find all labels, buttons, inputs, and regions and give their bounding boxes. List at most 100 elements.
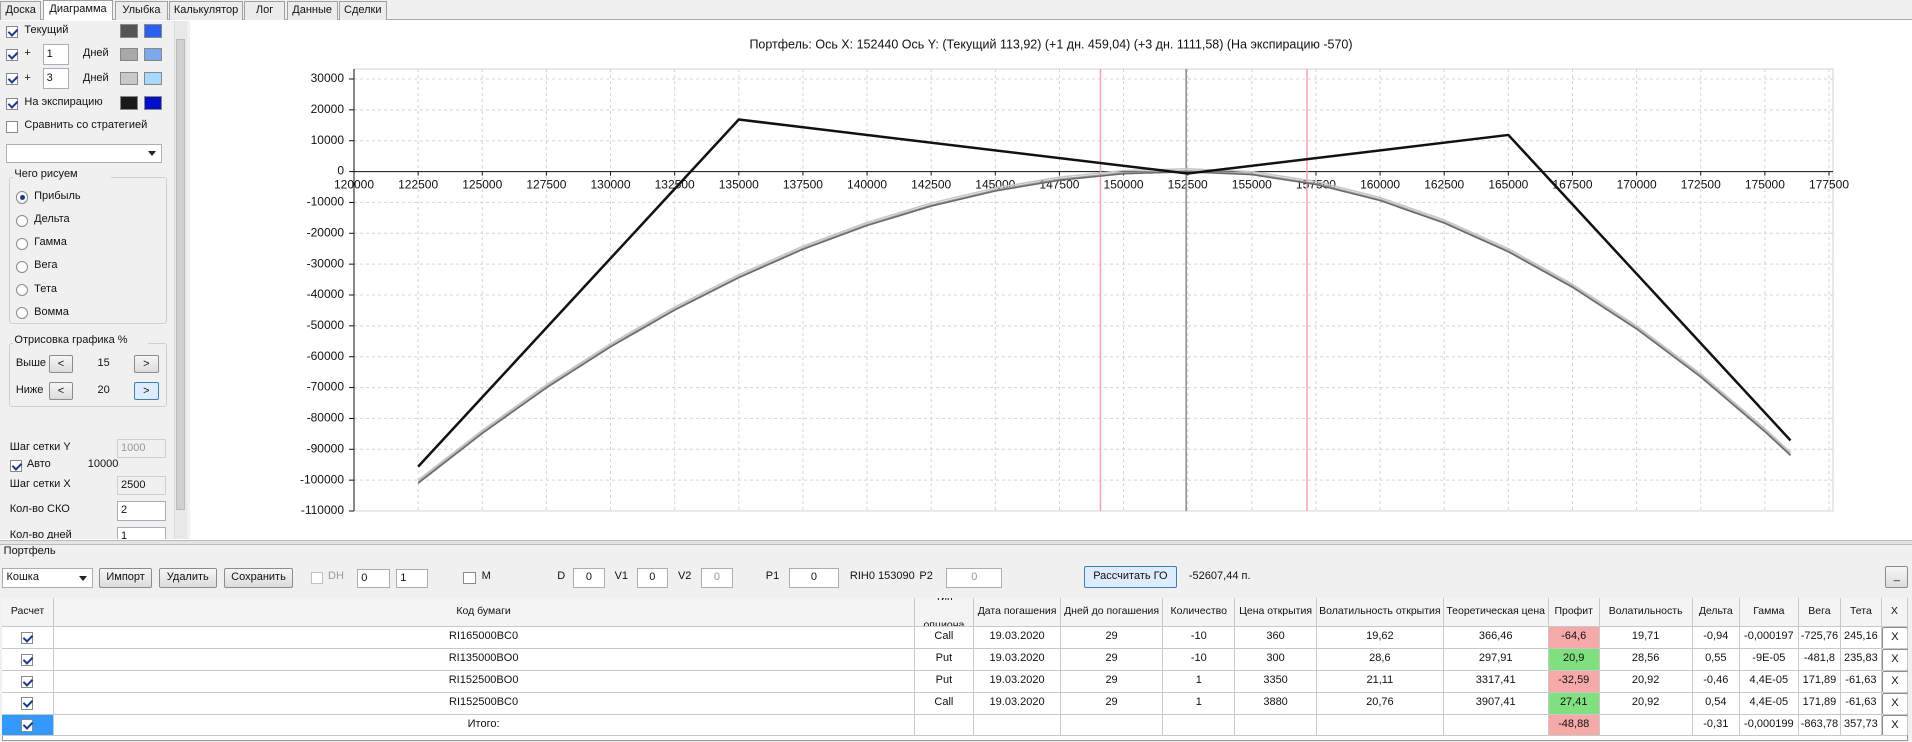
color-swatch[interactable]	[143, 71, 163, 86]
radio-label: Тета	[34, 282, 58, 295]
radio[interactable]	[15, 260, 29, 274]
checkbox[interactable]	[9, 459, 22, 472]
column-header[interactable]: Профит	[1548, 597, 1600, 627]
color-swatch[interactable]	[119, 96, 138, 110]
strategy-combobox[interactable]: Кошка	[2, 568, 93, 588]
spinner[interactable]: 0	[357, 569, 391, 588]
tab[interactable]: Лог	[243, 1, 286, 20]
color-swatch[interactable]	[143, 24, 163, 38]
splitter[interactable]	[0, 540, 1912, 546]
field-input[interactable]: 0	[946, 568, 1003, 588]
field-input[interactable]: 2	[117, 501, 166, 521]
radio[interactable]	[15, 284, 29, 297]
column-header[interactable]: X	[1881, 597, 1909, 627]
column-header[interactable]: Тета	[1841, 597, 1882, 627]
checkbox[interactable]	[20, 653, 33, 666]
checkbox[interactable]	[6, 48, 19, 61]
field-input[interactable]: 0	[788, 568, 839, 588]
m-label: M	[481, 570, 491, 583]
tab[interactable]: Калькулятор	[169, 1, 243, 20]
toolbar-button[interactable]: Удалить	[158, 568, 218, 588]
column-header[interactable]: Гамма	[1740, 597, 1799, 627]
table-cell: 19,62	[1316, 626, 1444, 649]
column-header[interactable]: Волатильность открытия	[1316, 597, 1444, 627]
column-header[interactable]: Количество	[1163, 597, 1236, 627]
table-cell: Call	[914, 692, 975, 715]
spinner[interactable]: 1	[396, 569, 428, 588]
table-cell: 0,55	[1692, 648, 1741, 671]
checkbox[interactable]	[6, 25, 19, 38]
calc-button[interactable]: Рассчитать ГО	[1084, 565, 1177, 588]
color-swatch[interactable]	[143, 96, 163, 110]
y-tick-label: -60000	[307, 349, 345, 363]
radio-label: Вега	[34, 259, 58, 272]
column-header[interactable]: Теоретическая цена	[1443, 597, 1549, 627]
checkbox[interactable]	[6, 73, 19, 86]
tab[interactable]: Доска	[0, 1, 42, 20]
column-header[interactable]: Тип опциона	[914, 597, 975, 627]
y-tick-label: -90000	[307, 441, 345, 455]
checkbox[interactable]	[20, 719, 33, 732]
column-header[interactable]: Расчет	[2, 597, 54, 627]
column-header[interactable]: Вега	[1798, 597, 1842, 627]
checkbox[interactable]	[20, 675, 33, 688]
table-cell: 20,92	[1599, 692, 1693, 715]
radio[interactable]	[15, 191, 29, 204]
tab[interactable]: Диаграмма	[42, 0, 114, 20]
toolbar-button[interactable]: Импорт	[98, 568, 153, 588]
payoff-line	[417, 171, 1792, 484]
field-input[interactable]: 1	[117, 526, 166, 539]
field-input[interactable]: 1000	[117, 438, 166, 459]
column-header[interactable]: Дней до погашения	[1060, 597, 1164, 627]
field-input[interactable]: 2500	[117, 475, 166, 496]
group-title: Отрисовка графика %	[13, 334, 148, 350]
table-cell: Call	[914, 626, 975, 649]
field-input[interactable]: 0	[636, 568, 669, 588]
next-button[interactable]: >	[134, 354, 159, 374]
delete-button[interactable]: X	[1881, 648, 1909, 671]
color-swatch[interactable]	[119, 47, 138, 61]
checkbox[interactable]	[310, 571, 324, 585]
radio[interactable]	[15, 307, 29, 320]
checkbox[interactable]	[20, 631, 33, 644]
scroll-thumb[interactable]	[175, 39, 186, 510]
column-header[interactable]: Дата погашения	[974, 597, 1061, 627]
tab[interactable]: Улыбка	[114, 1, 169, 20]
delete-button[interactable]: X	[1881, 626, 1909, 649]
delete-button[interactable]: X	[1881, 714, 1909, 737]
checkbox[interactable]	[20, 697, 33, 710]
column-header[interactable]: Код бумаги	[53, 597, 915, 627]
column-header[interactable]: Волатильность	[1599, 597, 1693, 627]
field-input[interactable]: 0	[701, 568, 733, 588]
days-input[interactable]: 1	[42, 43, 70, 65]
days-input[interactable]: 3	[42, 68, 70, 89]
field-input[interactable]: 0	[573, 568, 605, 588]
color-swatch[interactable]	[119, 71, 138, 86]
next-button[interactable]: >	[134, 381, 159, 400]
column-header[interactable]: Дельта	[1692, 597, 1741, 627]
color-swatch[interactable]	[119, 24, 138, 38]
prev-button[interactable]: <	[48, 381, 74, 400]
strategy-combobox[interactable]	[6, 143, 163, 164]
total-cell: Итого:	[53, 714, 915, 737]
checkbox[interactable]	[463, 571, 476, 585]
minimize-button[interactable]: _	[1885, 565, 1909, 588]
checkbox[interactable]	[6, 120, 19, 133]
plot-frame	[353, 68, 1834, 512]
table-cell: 245,16	[1841, 626, 1882, 649]
radio[interactable]	[15, 237, 29, 250]
checkbox[interactable]	[6, 97, 19, 110]
plus-label: +	[24, 71, 31, 84]
tab[interactable]: Данные	[286, 1, 338, 20]
table-cell: 20,9	[1548, 648, 1600, 671]
delete-button[interactable]: X	[1881, 670, 1909, 693]
table-cell: 20,76	[1316, 692, 1444, 715]
column-header[interactable]: Цена открытия	[1235, 597, 1317, 627]
prev-button[interactable]: <	[48, 354, 74, 374]
delete-button[interactable]: X	[1881, 692, 1909, 715]
table-cell: 19.03.2020	[974, 670, 1061, 693]
color-swatch[interactable]	[143, 47, 163, 61]
radio[interactable]	[15, 214, 29, 227]
tab[interactable]: Сделки	[338, 1, 387, 20]
toolbar-button[interactable]: Сохранить	[224, 568, 293, 588]
